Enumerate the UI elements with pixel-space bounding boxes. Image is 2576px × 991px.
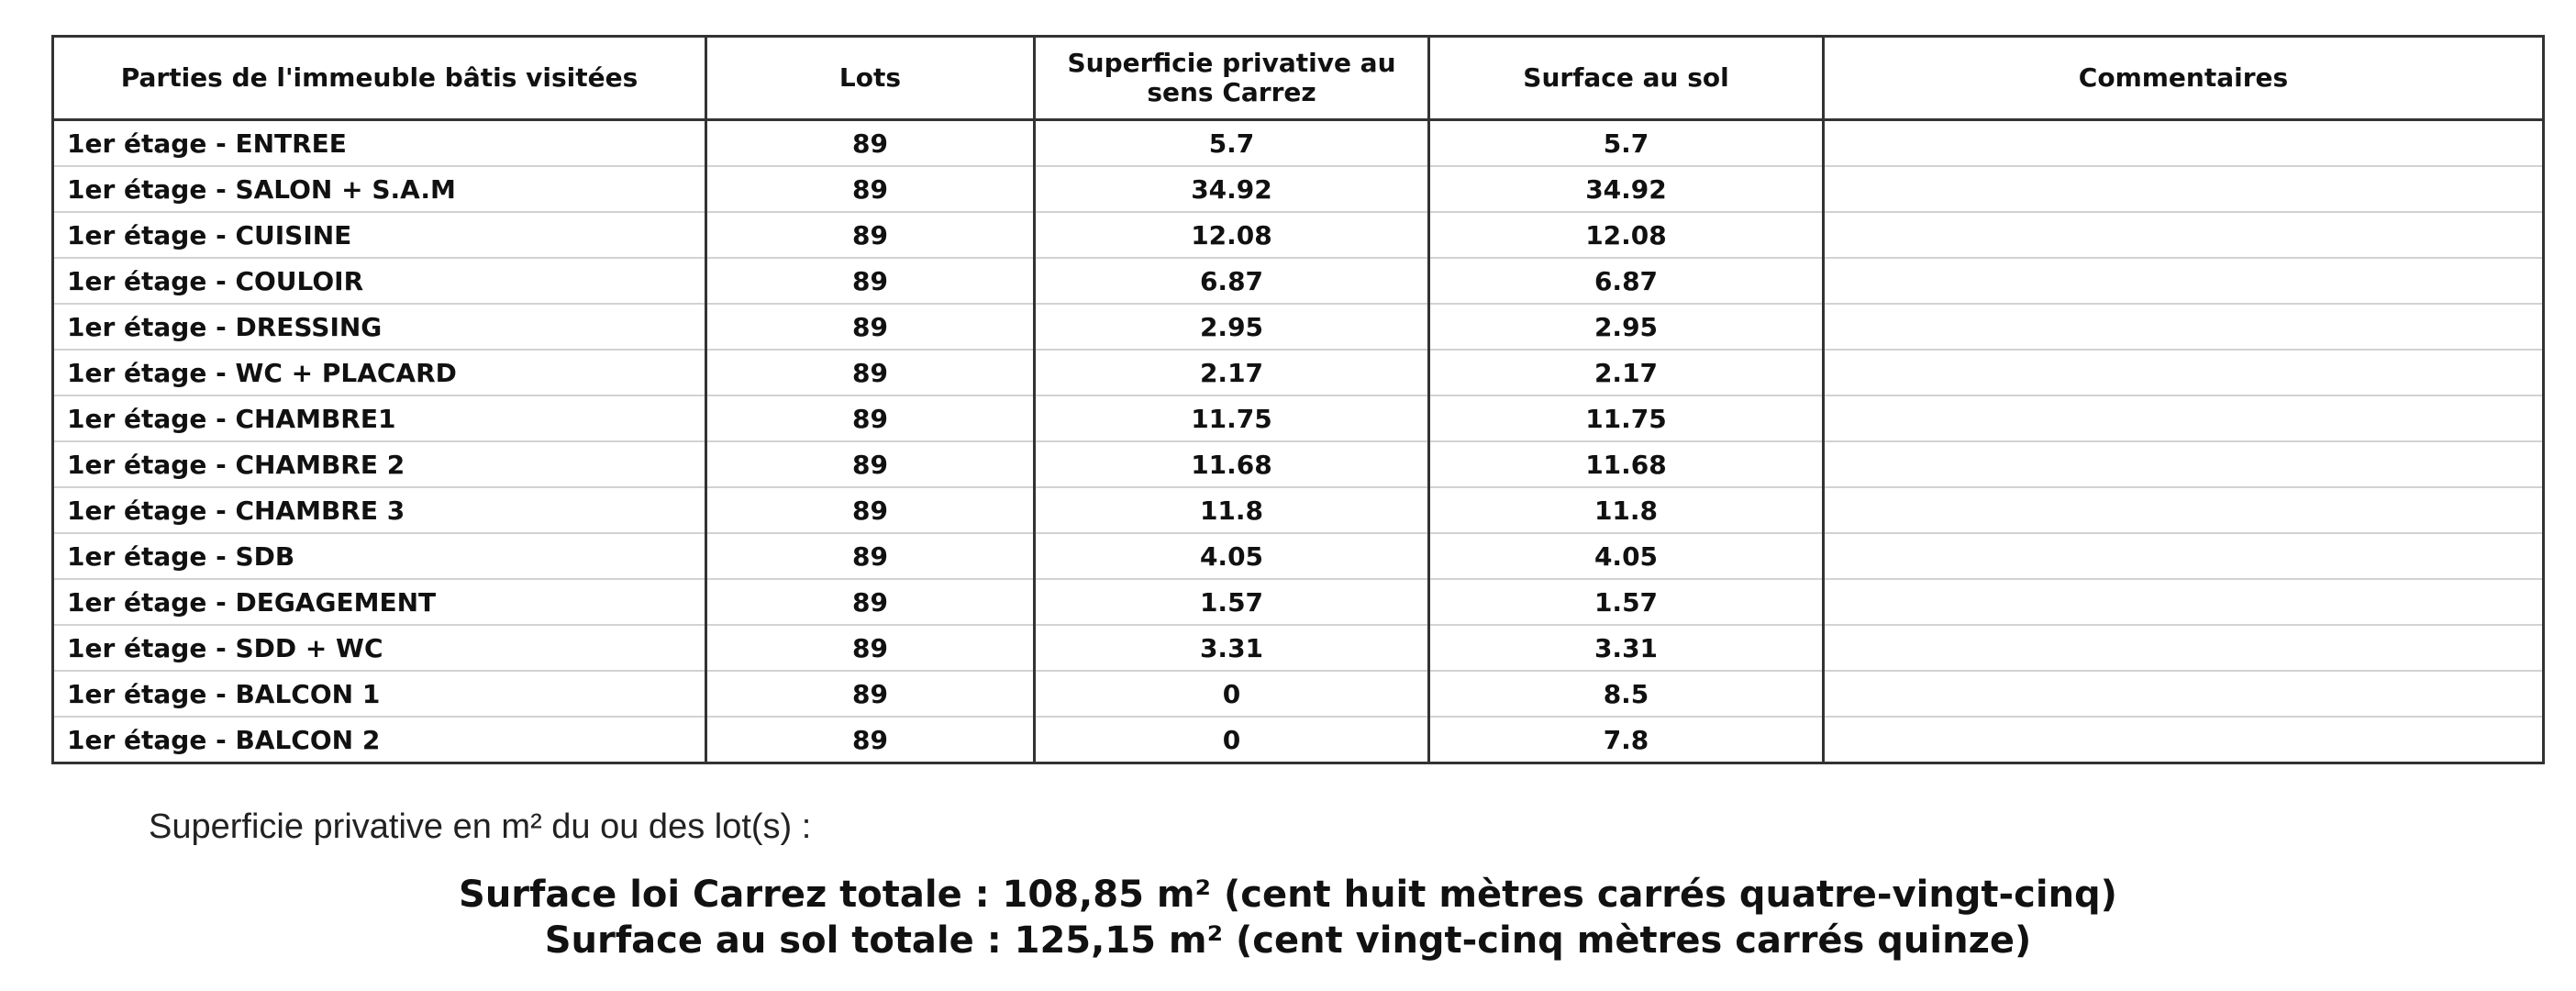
cell-carrez: 1.57	[1033, 579, 1430, 626]
table-row: 1er étage - CHAMBRE1 89 11.75 11.75	[51, 395, 2545, 442]
cell-part: 1er étage - WC + PLACARD	[51, 350, 707, 396]
table-row: 1er étage - SDD + WC 89 3.31 3.31	[51, 625, 2545, 672]
table-row: 1er étage - ENTREE 89 5.7 5.7	[51, 119, 2545, 167]
cell-part: 1er étage - SDD + WC	[51, 625, 707, 672]
cell-comment	[1822, 579, 2545, 626]
header-comments: Commentaires	[1822, 36, 2545, 121]
cell-lot: 89	[705, 671, 1036, 718]
cell-carrez: 11.68	[1033, 441, 1430, 488]
cell-carrez: 12.08	[1033, 212, 1430, 259]
cell-floor: 12.08	[1427, 212, 1825, 259]
table-row: 1er étage - DEGAGEMENT 89 1.57 1.57	[51, 579, 2545, 626]
cell-floor: 8.5	[1427, 671, 1825, 718]
cell-lot: 89	[705, 166, 1036, 213]
cell-comment	[1822, 166, 2545, 213]
cell-comment	[1822, 625, 2545, 672]
cell-comment	[1822, 533, 2545, 580]
cell-part: 1er étage - CHAMBRE 3	[51, 487, 707, 534]
cell-floor: 6.87	[1427, 258, 1825, 305]
surfaces-table-wrapper: Parties de l'immeuble bâtis visitées Lot…	[51, 35, 2545, 764]
cell-lot: 89	[705, 304, 1036, 351]
cell-carrez: 0	[1033, 717, 1430, 764]
cell-lot: 89	[705, 533, 1036, 580]
header-carrez: Superficie privative au sens Carrez	[1033, 36, 1430, 121]
cell-comment	[1822, 350, 2545, 396]
cell-lot: 89	[705, 119, 1036, 167]
cell-lot: 89	[705, 350, 1036, 396]
surfaces-table: Parties de l'immeuble bâtis visitées Lot…	[51, 35, 2545, 764]
cell-floor: 34.92	[1427, 166, 1825, 213]
cell-part: 1er étage - SDB	[51, 533, 707, 580]
cell-floor: 5.7	[1427, 119, 1825, 167]
cell-carrez: 6.87	[1033, 258, 1430, 305]
cell-part: 1er étage - DRESSING	[51, 304, 707, 351]
cell-carrez: 0	[1033, 671, 1430, 718]
cell-carrez: 11.8	[1033, 487, 1430, 534]
cell-part: 1er étage - COULOIR	[51, 258, 707, 305]
cell-carrez: 2.17	[1033, 350, 1430, 396]
cell-comment	[1822, 395, 2545, 442]
cell-lot: 89	[705, 487, 1036, 534]
header-lots: Lots	[705, 36, 1036, 121]
cell-comment	[1822, 671, 2545, 718]
cell-comment	[1822, 119, 2545, 167]
cell-lot: 89	[705, 625, 1036, 672]
cell-floor: 1.57	[1427, 579, 1825, 626]
table-row: 1er étage - DRESSING 89 2.95 2.95	[51, 304, 2545, 351]
cell-carrez: 11.75	[1033, 395, 1430, 442]
cell-floor: 11.75	[1427, 395, 1825, 442]
cell-part: 1er étage - BALCON 2	[51, 717, 707, 764]
cell-comment	[1822, 304, 2545, 351]
cell-carrez: 3.31	[1033, 625, 1430, 672]
table-body: 1er étage - ENTREE 89 5.7 5.7 1er étage …	[51, 119, 2545, 764]
cell-floor: 11.68	[1427, 441, 1825, 488]
table-row: 1er étage - COULOIR 89 6.87 6.87	[51, 258, 2545, 305]
cell-lot: 89	[705, 441, 1036, 488]
cell-part: 1er étage - SALON + S.A.M	[51, 166, 707, 213]
cell-comment	[1822, 212, 2545, 259]
cell-floor: 2.17	[1427, 350, 1825, 396]
cell-floor: 11.8	[1427, 487, 1825, 534]
cell-comment	[1822, 717, 2545, 764]
table-row: 1er étage - CUISINE 89 12.08 12.08	[51, 212, 2545, 259]
cell-carrez: 34.92	[1033, 166, 1430, 213]
table-row: 1er étage - SALON + S.A.M 89 34.92 34.92	[51, 166, 2545, 213]
table-header-row: Parties de l'immeuble bâtis visitées Lot…	[51, 36, 2545, 121]
cell-part: 1er étage - CUISINE	[51, 212, 707, 259]
cell-part: 1er étage - BALCON 1	[51, 671, 707, 718]
cell-lot: 89	[705, 258, 1036, 305]
cell-comment	[1822, 441, 2545, 488]
floor-total: Surface au sol totale : 125,15 m² (cent …	[544, 919, 2032, 962]
header-parts: Parties de l'immeuble bâtis visitées	[51, 36, 707, 121]
cell-part: 1er étage - CHAMBRE1	[51, 395, 707, 442]
table-row: 1er étage - BALCON 2 89 0 7.8	[51, 717, 2545, 764]
cell-carrez: 2.95	[1033, 304, 1430, 351]
carrez-total: Surface loi Carrez totale : 108,85 m² (c…	[459, 874, 2117, 916]
totals-block: Surface loi Carrez totale : 108,85 m² (c…	[0, 872, 2576, 963]
table-row: 1er étage - CHAMBRE 2 89 11.68 11.68	[51, 441, 2545, 488]
summary-intro: Superficie privative en m² du ou des lot…	[149, 807, 812, 846]
table-row: 1er étage - SDB 89 4.05 4.05	[51, 533, 2545, 580]
table-row: 1er étage - CHAMBRE 3 89 11.8 11.8	[51, 487, 2545, 534]
cell-lot: 89	[705, 717, 1036, 764]
cell-floor: 2.95	[1427, 304, 1825, 351]
cell-carrez: 4.05	[1033, 533, 1430, 580]
cell-part: 1er étage - DEGAGEMENT	[51, 579, 707, 626]
cell-floor: 4.05	[1427, 533, 1825, 580]
table-row: 1er étage - WC + PLACARD 89 2.17 2.17	[51, 350, 2545, 396]
cell-lot: 89	[705, 212, 1036, 259]
cell-lot: 89	[705, 579, 1036, 626]
table-row: 1er étage - BALCON 1 89 0 8.5	[51, 671, 2545, 718]
cell-comment	[1822, 487, 2545, 534]
header-floor-area: Surface au sol	[1427, 36, 1825, 121]
cell-floor: 7.8	[1427, 717, 1825, 764]
cell-floor: 3.31	[1427, 625, 1825, 672]
cell-lot: 89	[705, 395, 1036, 442]
cell-comment	[1822, 258, 2545, 305]
cell-part: 1er étage - CHAMBRE 2	[51, 441, 707, 488]
cell-part: 1er étage - ENTREE	[51, 119, 707, 167]
cell-carrez: 5.7	[1033, 119, 1430, 167]
